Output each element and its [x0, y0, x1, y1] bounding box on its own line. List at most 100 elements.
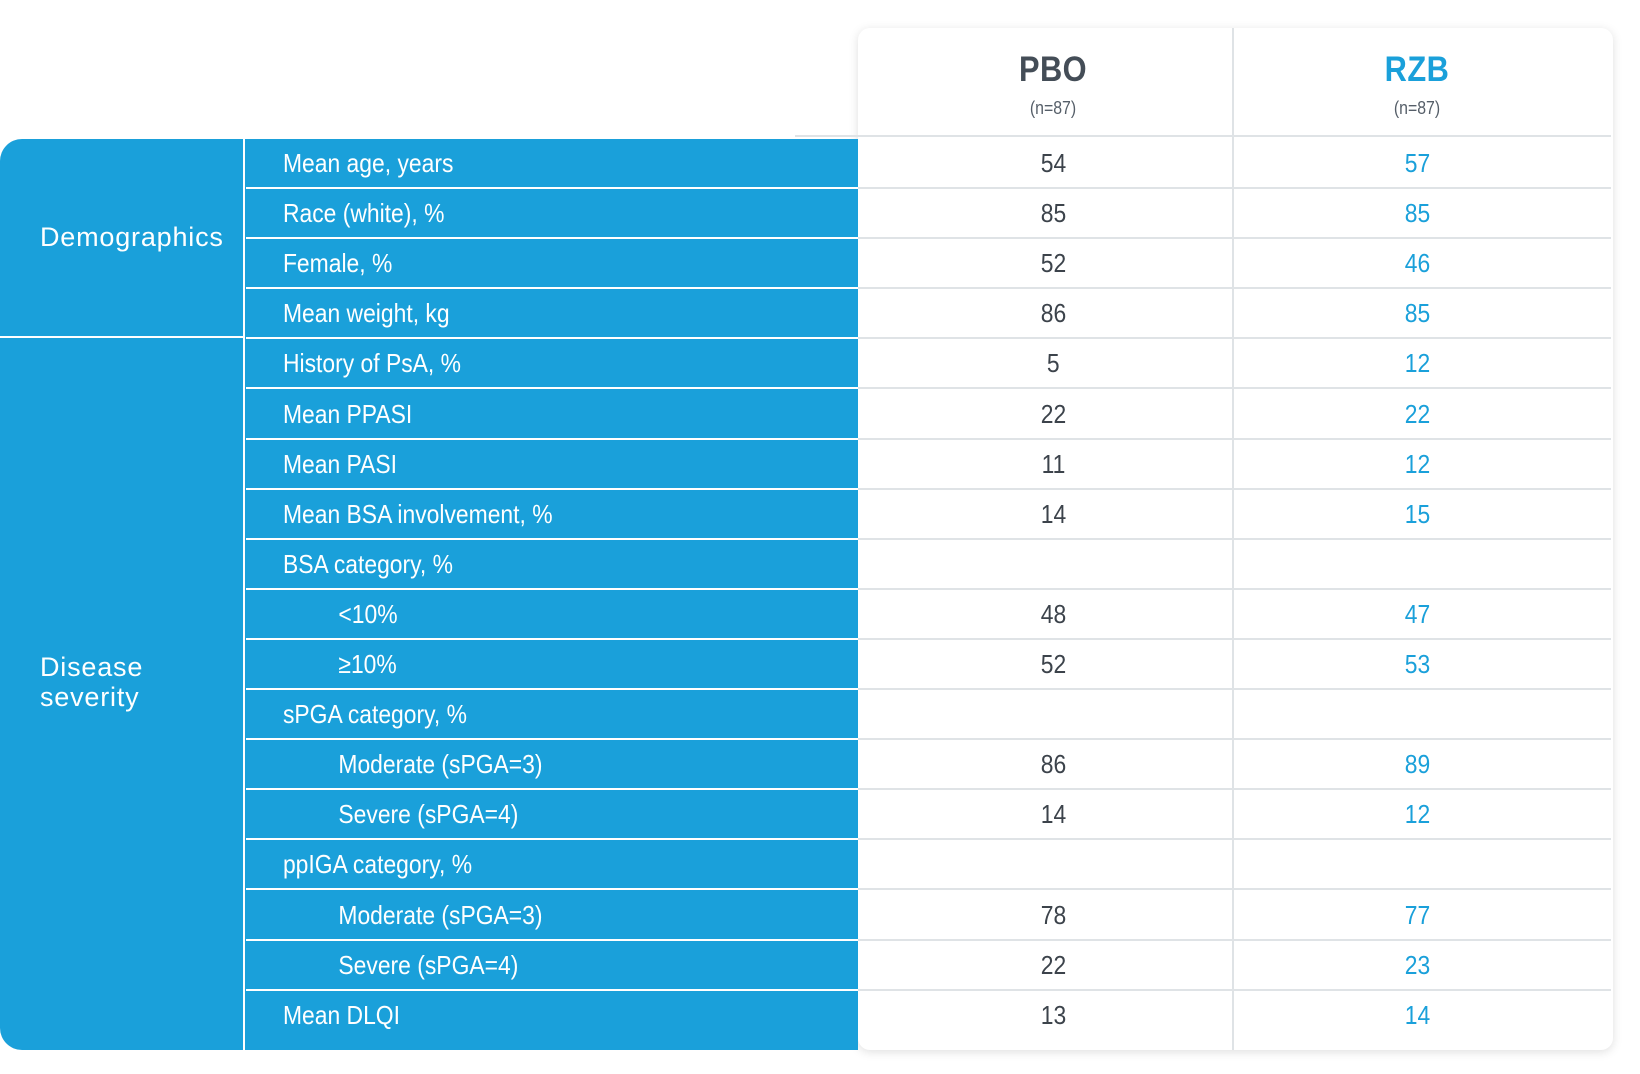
row-separator: [246, 838, 858, 841]
rzb-value: 12: [1404, 799, 1430, 830]
row-separator: [858, 337, 1611, 340]
rzb-value: 85: [1404, 298, 1430, 329]
rzb-value: 57: [1404, 148, 1430, 178]
table-row: Mean weight, kg 86 85: [246, 289, 1611, 340]
table-row: <10% 48 47: [246, 590, 1611, 640]
row-label: Mean DLQI: [282, 999, 400, 1030]
rzb-value: 53: [1404, 649, 1430, 679]
pbo-value: 86: [1040, 749, 1066, 780]
row-label: ppIGA category, %: [282, 849, 473, 880]
rzb-value: [1232, 690, 1602, 738]
rzb-header-n: (n=87): [1393, 98, 1441, 118]
row-separator: [246, 187, 858, 189]
row-label: Mean PASI: [282, 448, 398, 479]
row-separator: [858, 788, 1611, 791]
header-divider: [795, 135, 1611, 137]
row-separator: [246, 688, 858, 690]
row-separator: [246, 537, 858, 540]
row-separator: [858, 587, 1611, 590]
group-label-demographics: Demographics: [40, 222, 224, 252]
table-row: sPGA category, %: [246, 690, 1611, 741]
row-label: Severe (sPGA=4): [338, 799, 519, 830]
row-separator: [246, 487, 858, 490]
row-separator: [858, 637, 1611, 640]
row-separator: [858, 437, 1611, 440]
pbo-value: [868, 690, 1238, 738]
pbo-value: 54: [1040, 148, 1066, 178]
row-separator: [246, 938, 858, 941]
row-separator: [858, 537, 1611, 540]
row-separator: [246, 387, 858, 390]
row-separator: [246, 287, 858, 290]
table-row: BSA category, %: [246, 540, 1611, 590]
row-label: Mean age, years: [282, 148, 454, 178]
rzb-header-title: RZB: [1384, 50, 1450, 89]
table-row: Mean PASI 11 12: [246, 440, 1611, 490]
pbo-value: 11: [1041, 448, 1065, 479]
row-separator: [246, 237, 858, 240]
rzb-value: 12: [1404, 448, 1430, 479]
row-separator: [858, 688, 1611, 690]
column-header-rzb: RZB (n=87): [1232, 28, 1602, 135]
row-separator: [246, 788, 858, 791]
row-separator: [858, 938, 1611, 941]
rzb-value: 46: [1404, 248, 1430, 279]
pbo-value: [868, 840, 1238, 888]
pbo-header-title: PBO: [1018, 50, 1088, 89]
group-label-disease-severity: Disease severity: [40, 652, 144, 712]
row-separator: [246, 337, 858, 340]
table-row: Mean DLQI 13 14: [246, 991, 1611, 1041]
row-separator: [858, 237, 1611, 240]
table-row: Moderate (sPGA=3) 78 77: [246, 891, 1611, 941]
table-row: Mean PPASI 22 22: [246, 390, 1611, 440]
row-separator: [246, 437, 858, 440]
table-row: ≥10% 52 53: [246, 640, 1611, 690]
table-row: Moderate (sPGA=3) 86 89: [246, 740, 1611, 791]
rzb-value: 15: [1404, 498, 1430, 529]
pbo-value: [868, 540, 1238, 588]
pbo-value: 22: [1040, 398, 1066, 429]
table-row: ppIGA category, %: [246, 840, 1611, 891]
row-separator: [246, 988, 858, 991]
row-separator: [246, 738, 858, 741]
pbo-value: 14: [1040, 498, 1066, 529]
table-row: Severe (sPGA=4) 14 12: [246, 790, 1611, 841]
group-divider-vertical: [243, 128, 245, 1050]
pbo-value: 14: [1040, 799, 1066, 830]
row-separator: [246, 888, 858, 891]
row-label: History of PsA, %: [282, 348, 461, 379]
pbo-value: 5: [1046, 348, 1060, 379]
pbo-value: 85: [1040, 198, 1066, 229]
pbo-header-n: (n=87): [1029, 98, 1077, 118]
pbo-value: 22: [1040, 949, 1066, 980]
table-row: Mean age, years 54 57: [246, 139, 1611, 189]
rzb-value: 14: [1404, 999, 1430, 1030]
table-row: History of PsA, % 5 12: [246, 339, 1611, 390]
table-row: Race (white), % 85 85: [246, 189, 1611, 240]
row-separator: [858, 838, 1611, 841]
rzb-value: 12: [1404, 348, 1430, 379]
pbo-value: 52: [1040, 248, 1066, 279]
group-divider-horizontal: [0, 336, 244, 338]
row-label: Mean PPASI: [282, 398, 413, 429]
row-label: <10%: [338, 598, 398, 629]
row-label: sPGA category, %: [282, 699, 467, 730]
row-separator: [246, 637, 858, 640]
rzb-value: [1232, 540, 1602, 588]
row-label: ≥10%: [338, 649, 397, 679]
row-label: Race (white), %: [282, 198, 445, 229]
table-row: Severe (sPGA=4) 22 23: [246, 941, 1611, 991]
row-label: Moderate (sPGA=3): [338, 749, 543, 780]
table-row: Female, % 52 46: [246, 239, 1611, 290]
row-separator: [858, 287, 1611, 290]
pbo-value: 78: [1040, 899, 1066, 930]
row-label: Severe (sPGA=4): [338, 949, 519, 980]
pbo-value: 86: [1040, 298, 1066, 329]
row-label-panel: [0, 139, 858, 1050]
row-separator: [858, 187, 1611, 189]
pbo-value: 52: [1040, 649, 1066, 679]
row-separator: [858, 387, 1611, 390]
rzb-value: 77: [1404, 899, 1430, 930]
rzb-value: 22: [1404, 398, 1430, 429]
row-separator: [246, 587, 858, 590]
